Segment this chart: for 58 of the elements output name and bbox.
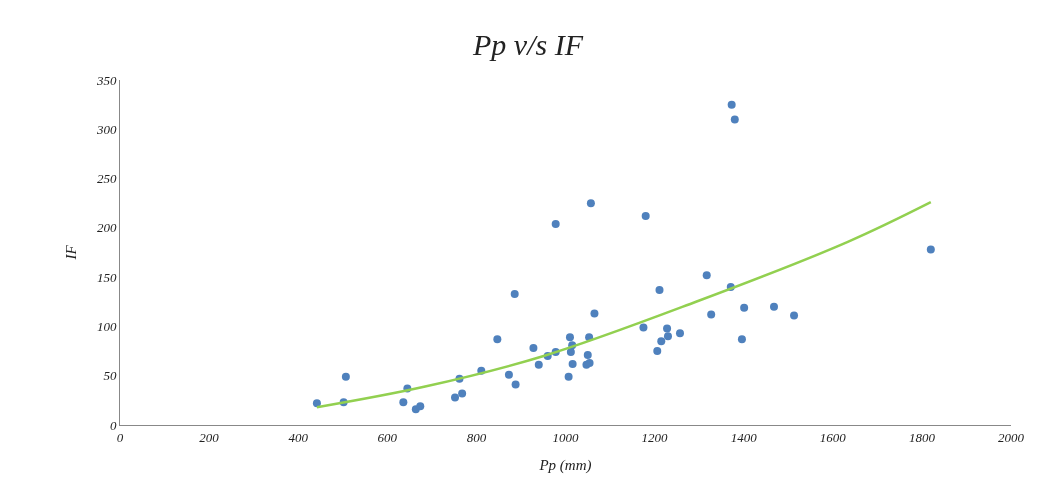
point [790, 311, 799, 320]
x-tick-label: 600 [377, 429, 398, 445]
y-tick-label: 250 [96, 171, 117, 187]
point [458, 389, 467, 398]
point [675, 329, 684, 338]
point [727, 100, 736, 109]
y-tick-label: 50 [103, 368, 117, 384]
x-tick-label: 800 [466, 429, 487, 445]
point [551, 219, 560, 228]
x-tick-label: 1600 [819, 429, 847, 445]
point [730, 115, 739, 124]
y-tick-label: 300 [95, 121, 117, 137]
x-tick-label: 1800 [908, 429, 936, 445]
point [737, 335, 746, 344]
y-tick-label: 350 [95, 72, 117, 88]
y-tick-label: 150 [96, 269, 117, 285]
point [641, 212, 650, 221]
point [511, 380, 520, 389]
point [639, 323, 648, 332]
point [529, 344, 538, 353]
x-tick-label: 400 [288, 429, 309, 445]
point [590, 309, 599, 318]
point [568, 359, 577, 368]
point [926, 245, 935, 254]
point [451, 393, 460, 402]
y-tick-label: 200 [96, 220, 117, 236]
point [312, 399, 321, 408]
point [341, 372, 350, 381]
x-axis-title: Pp (mm) [538, 456, 592, 474]
point [399, 398, 408, 407]
point [657, 337, 666, 346]
y-tick-label: 100 [96, 318, 117, 334]
point [583, 351, 592, 360]
point [655, 285, 664, 294]
point [564, 372, 573, 381]
y-axis-title: IF [63, 244, 80, 261]
x-tick-label: 2000 [998, 429, 1025, 445]
point [534, 360, 543, 369]
x-tick-label: 1200 [641, 429, 669, 445]
point [565, 333, 574, 342]
point [663, 324, 672, 333]
point [416, 402, 425, 411]
chart-title: Pp v/s IF [472, 28, 584, 62]
point [702, 271, 711, 280]
x-tick-label: 1000 [552, 429, 579, 445]
y-tick-label: 0 [109, 417, 117, 433]
point [653, 347, 662, 356]
point [663, 332, 672, 341]
point [510, 289, 519, 298]
x-tick-label: 200 [199, 429, 220, 445]
point [504, 370, 513, 379]
x-tick-label: 1400 [730, 429, 758, 445]
point [769, 302, 778, 311]
point [586, 199, 595, 208]
point [493, 335, 502, 344]
point [707, 310, 716, 319]
point [566, 348, 575, 357]
point [740, 303, 749, 312]
